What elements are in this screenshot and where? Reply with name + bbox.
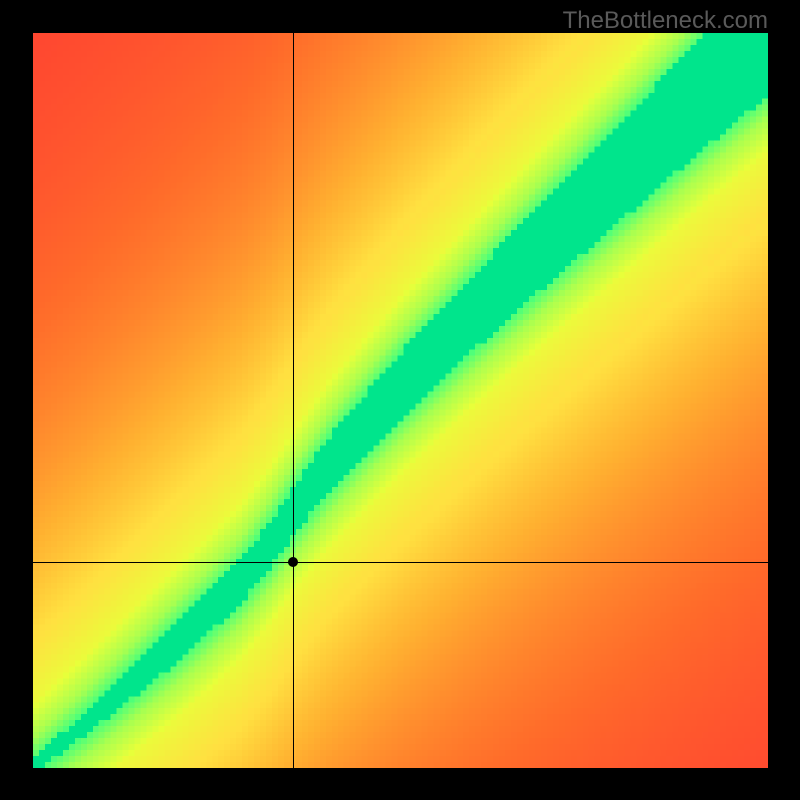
crosshair-vertical [293,33,294,768]
heatmap-area [33,33,768,768]
heatmap-canvas [33,33,768,768]
marker-dot [288,557,298,567]
watermark-text: TheBottleneck.com [563,7,768,35]
chart-container: TheBottleneck.com [0,0,800,800]
crosshair-horizontal [33,562,768,563]
